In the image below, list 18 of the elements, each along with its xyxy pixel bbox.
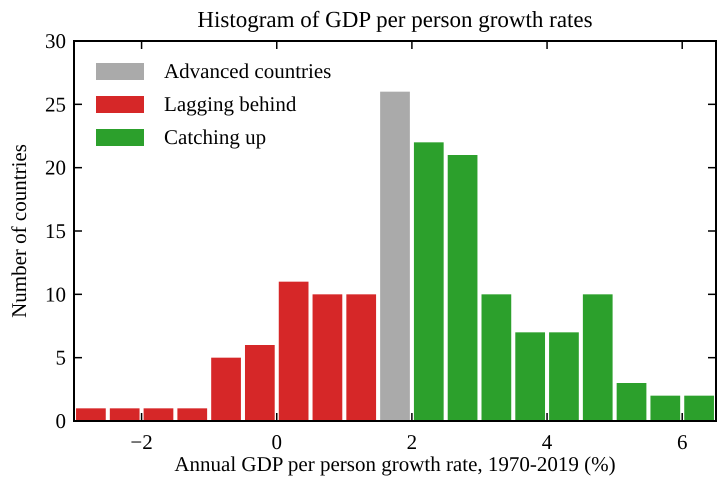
x-tick-label: 0 bbox=[271, 430, 282, 454]
y-tick-label: 5 bbox=[56, 346, 66, 370]
x-tick-label: 6 bbox=[676, 430, 688, 454]
x-tick-label: 4 bbox=[542, 430, 553, 454]
x-tick-label: 2 bbox=[406, 430, 418, 454]
x-tick-label: −2 bbox=[130, 430, 153, 454]
y-tick-label: 30 bbox=[45, 29, 66, 53]
y-tick-label: 15 bbox=[45, 219, 66, 243]
chart-title: Histogram of GDP per person growth rates bbox=[197, 7, 593, 32]
y-axis-title: Number of countries bbox=[7, 144, 31, 318]
y-tick-label: 20 bbox=[45, 156, 66, 180]
legend-label: Catching up bbox=[164, 125, 266, 149]
x-axis-title: Annual GDP per person growth rate, 1970-2019 (%) bbox=[174, 452, 616, 476]
y-tick-label: 0 bbox=[56, 409, 66, 433]
y-tick-label: 10 bbox=[45, 282, 66, 306]
y-tick-label: 25 bbox=[45, 92, 66, 116]
legend-label: Advanced countries bbox=[164, 59, 332, 83]
legend-label: Lagging behind bbox=[164, 92, 297, 116]
